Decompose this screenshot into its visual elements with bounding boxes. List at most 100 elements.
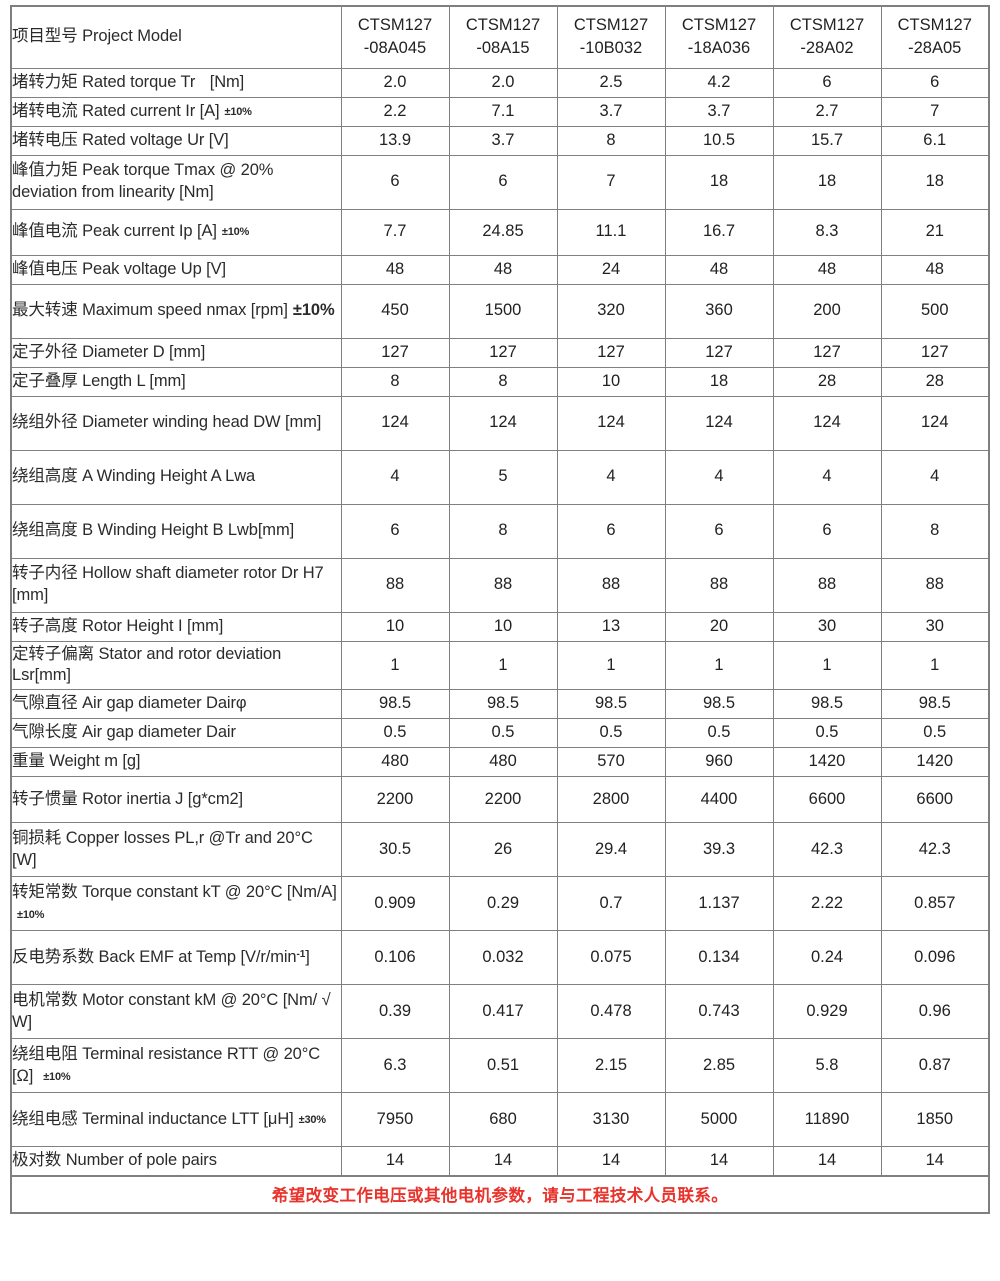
parameter-value: 6.3 (340, 1038, 450, 1094)
table-row: 绕组电感 Terminal inductance LTT [μH] ±30% 795… (10, 1092, 990, 1148)
parameter-label: 转子高度 Rotor Height I [mm] (10, 611, 342, 642)
parameter-unit: [mm] (12, 586, 49, 604)
parameter-label-en: Length L (82, 371, 145, 390)
parameter-value: 124 (556, 395, 666, 451)
table-row: 重量 Weight m [g] 480 480 570 960 1420 1420 (10, 747, 990, 778)
parameter-value: 680 (448, 1092, 558, 1148)
parameter-value: 0.134 (664, 930, 774, 986)
parameter-value: 4400 (664, 776, 774, 824)
parameter-value: 24.85 (448, 208, 558, 256)
parameter-value: 0.106 (340, 930, 450, 986)
model-prefix: CTSM127 (789, 15, 865, 34)
parameter-value: 124 (880, 395, 990, 451)
parameter-label: 转矩常数 Torque constant kT @ 20°C [Nm/A] ±10… (10, 876, 342, 932)
parameter-value: 2800 (556, 776, 666, 824)
parameter-label-en: Rated torque Tr (82, 72, 196, 91)
parameter-value: 1 (772, 640, 882, 691)
parameter-value: 200 (772, 283, 882, 339)
parameter-label-zh: 定子叠厚 (12, 371, 78, 390)
table-row: 绕组高度 B Winding Height B Lwb[mm] 6 8 6 6 6 8 (10, 503, 990, 559)
parameter-label-en: Torque constant kT @ 20°C (82, 882, 283, 901)
parameter-unit: [V/r/min (240, 947, 297, 966)
parameter-value: 3.7 (664, 96, 774, 127)
parameter-label-zh: 峰值电流 (12, 222, 78, 241)
parameter-value: 1420 (772, 747, 882, 778)
parameter-label-en: Motor constant kM @ 20°C (82, 990, 279, 1009)
parameter-value: 26 (448, 822, 558, 878)
parameter-value: 2200 (340, 776, 450, 824)
parameter-label-en: Peak voltage Up (82, 259, 202, 278)
parameter-value: 6 (772, 67, 882, 98)
parameter-value: 8 (556, 125, 666, 156)
parameter-value: 14 (664, 1146, 774, 1177)
parameter-tolerance: ±10% (43, 1070, 71, 1083)
parameter-unit: [g*cm2] (187, 789, 244, 808)
parameter-value: 0.24 (772, 930, 882, 986)
parameter-value: 28 (772, 366, 882, 397)
parameter-value: 320 (556, 283, 666, 339)
model-prefix: CTSM127 (681, 15, 757, 34)
parameter-label-en: Terminal resistance RTT @ 20°C (82, 1044, 321, 1063)
parameter-tolerance: ±10% (224, 105, 252, 118)
parameter-label-en: Maximum speed nmax (82, 301, 247, 320)
column-header-model: CTSM127 -28A02 (772, 5, 882, 69)
parameter-label-zh: 气隙长度 (12, 723, 78, 742)
parameter-value: 4.2 (664, 67, 774, 98)
parameter-label-en: Number of pole pairs (65, 1150, 217, 1169)
parameter-value: 480 (448, 747, 558, 778)
parameter-value: 6 (556, 503, 666, 559)
parameter-unit: [Nm] (179, 183, 214, 201)
parameter-value: 6.1 (880, 125, 990, 156)
footer-note-cell: 希望改变工作电压或其他电机参数，请与工程技术人员联系。 (10, 1174, 990, 1214)
parameter-value: 16.7 (664, 208, 774, 256)
parameter-unit: [V] (208, 130, 229, 149)
parameter-value: 8 (340, 366, 450, 397)
parameter-value: 3130 (556, 1092, 666, 1148)
parameter-label-zh: 电机常数 (12, 990, 78, 1009)
parameter-value: 6600 (772, 776, 882, 824)
parameter-value: 14 (880, 1146, 990, 1177)
parameter-value: 29.4 (556, 822, 666, 878)
parameter-label-en: Rotor inertia J (82, 789, 184, 808)
footer-note-text: 希望改变工作电压或其他电机参数，请与工程技术人员联系。 (271, 1186, 729, 1205)
parameter-value: 88 (448, 557, 558, 613)
parameter-value: 18 (664, 154, 774, 210)
parameter-label-zh: 铜损耗 (12, 828, 62, 847)
parameter-value: 0.5 (448, 718, 558, 749)
parameter-value: 4 (772, 449, 882, 505)
parameter-value: 7 (880, 96, 990, 127)
parameter-label-en: Peak torque Tmax @ 20% deviation from li… (12, 161, 274, 201)
parameter-label: 定子外径 Diameter D [mm] (10, 337, 342, 368)
parameter-label: 堵转电流 Rated current Ir [A] ±10% (10, 96, 342, 127)
table-row: 堵转力矩 Rated torque Tr [Nm] 2.0 2.0 2.5 4.2 6 6 (10, 67, 990, 98)
parameter-value: 8 (448, 503, 558, 559)
parameter-value: 48 (880, 254, 990, 285)
parameter-value: 0.7 (556, 876, 666, 932)
parameter-label: 绕组电感 Terminal inductance LTT [μH] ±30% (10, 1092, 342, 1148)
parameter-value: 14 (448, 1146, 558, 1177)
parameter-value: 28 (880, 366, 990, 397)
parameter-value: 4 (664, 449, 774, 505)
parameter-value: 2.0 (340, 67, 450, 98)
parameter-value: 0.5 (556, 718, 666, 749)
parameter-value: 3.7 (448, 125, 558, 156)
parameter-value: 1850 (880, 1092, 990, 1148)
parameter-value: 8.3 (772, 208, 882, 256)
table-row: 定转子偏离 Stator and rotor deviation Lsr[mm]… (10, 640, 990, 691)
parameter-value: 1 (664, 640, 774, 691)
parameter-value: 2.7 (772, 96, 882, 127)
parameter-label-en: Terminal inductance LTT (82, 1109, 259, 1128)
parameter-value: 6 (448, 154, 558, 210)
parameter-value: 500 (880, 283, 990, 339)
parameter-unit: [Ω] (12, 1066, 34, 1085)
column-header-model: CTSM127 -10B032 (556, 5, 666, 69)
table-row: 堵转电流 Rated current Ir [A] ±10% 2.2 7.1 3.7 3.… (10, 96, 990, 127)
parameter-label-zh: 极对数 (12, 1150, 62, 1169)
table-row: 转子惯量 Rotor inertia J [g*cm2] 2200 2200 2800… (10, 776, 990, 824)
parameter-value: 1 (340, 640, 450, 691)
parameter-label: 峰值力矩 Peak torque Tmax @ 20% deviation fr… (10, 154, 342, 210)
model-prefix: CTSM127 (465, 15, 541, 34)
parameter-value: 0.39 (340, 984, 450, 1040)
parameter-value: 0.909 (340, 876, 450, 932)
parameter-value: 88 (772, 557, 882, 613)
